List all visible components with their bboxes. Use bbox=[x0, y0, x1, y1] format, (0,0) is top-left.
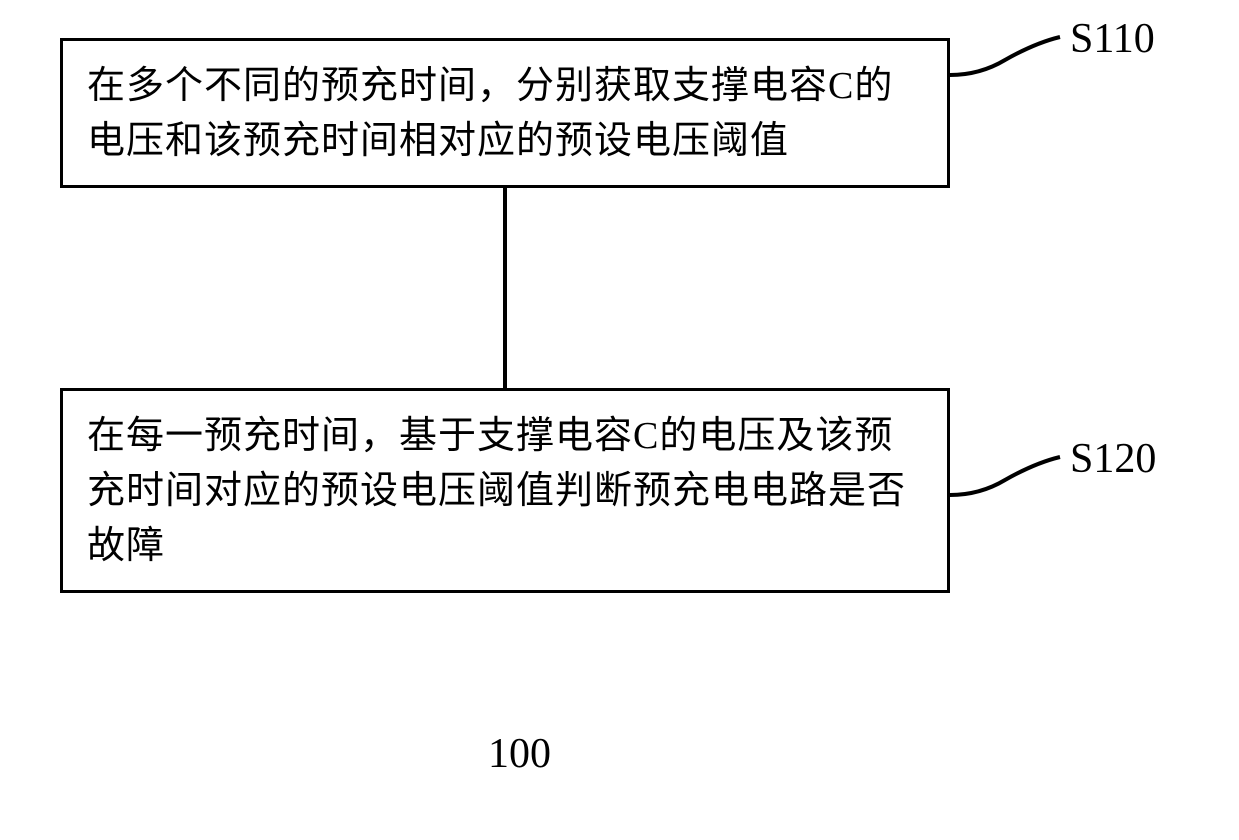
node-s120-text: 在每一预充时间，基于支撑电容C的电压及该预充时间对应的预设电压阈值判断预充电电路… bbox=[87, 409, 923, 574]
label-connector-s120 bbox=[950, 435, 1070, 515]
label-connector-s110 bbox=[950, 15, 1070, 95]
figure-number: 100 bbox=[488, 730, 551, 778]
step-label-s120: S120 bbox=[1070, 435, 1156, 483]
edge-n1-n2 bbox=[503, 188, 507, 388]
flowchart-node-s120: 在每一预充时间，基于支撑电容C的电压及该预充时间对应的预设电压阈值判断预充电电路… bbox=[60, 388, 950, 593]
flowchart-node-s110: 在多个不同的预充时间，分别获取支撑电容C的电压和该预充时间相对应的预设电压阈值 bbox=[60, 38, 950, 188]
node-s110-text: 在多个不同的预充时间，分别获取支撑电容C的电压和该预充时间相对应的预设电压阈值 bbox=[87, 59, 923, 169]
step-label-s110: S110 bbox=[1070, 15, 1155, 63]
